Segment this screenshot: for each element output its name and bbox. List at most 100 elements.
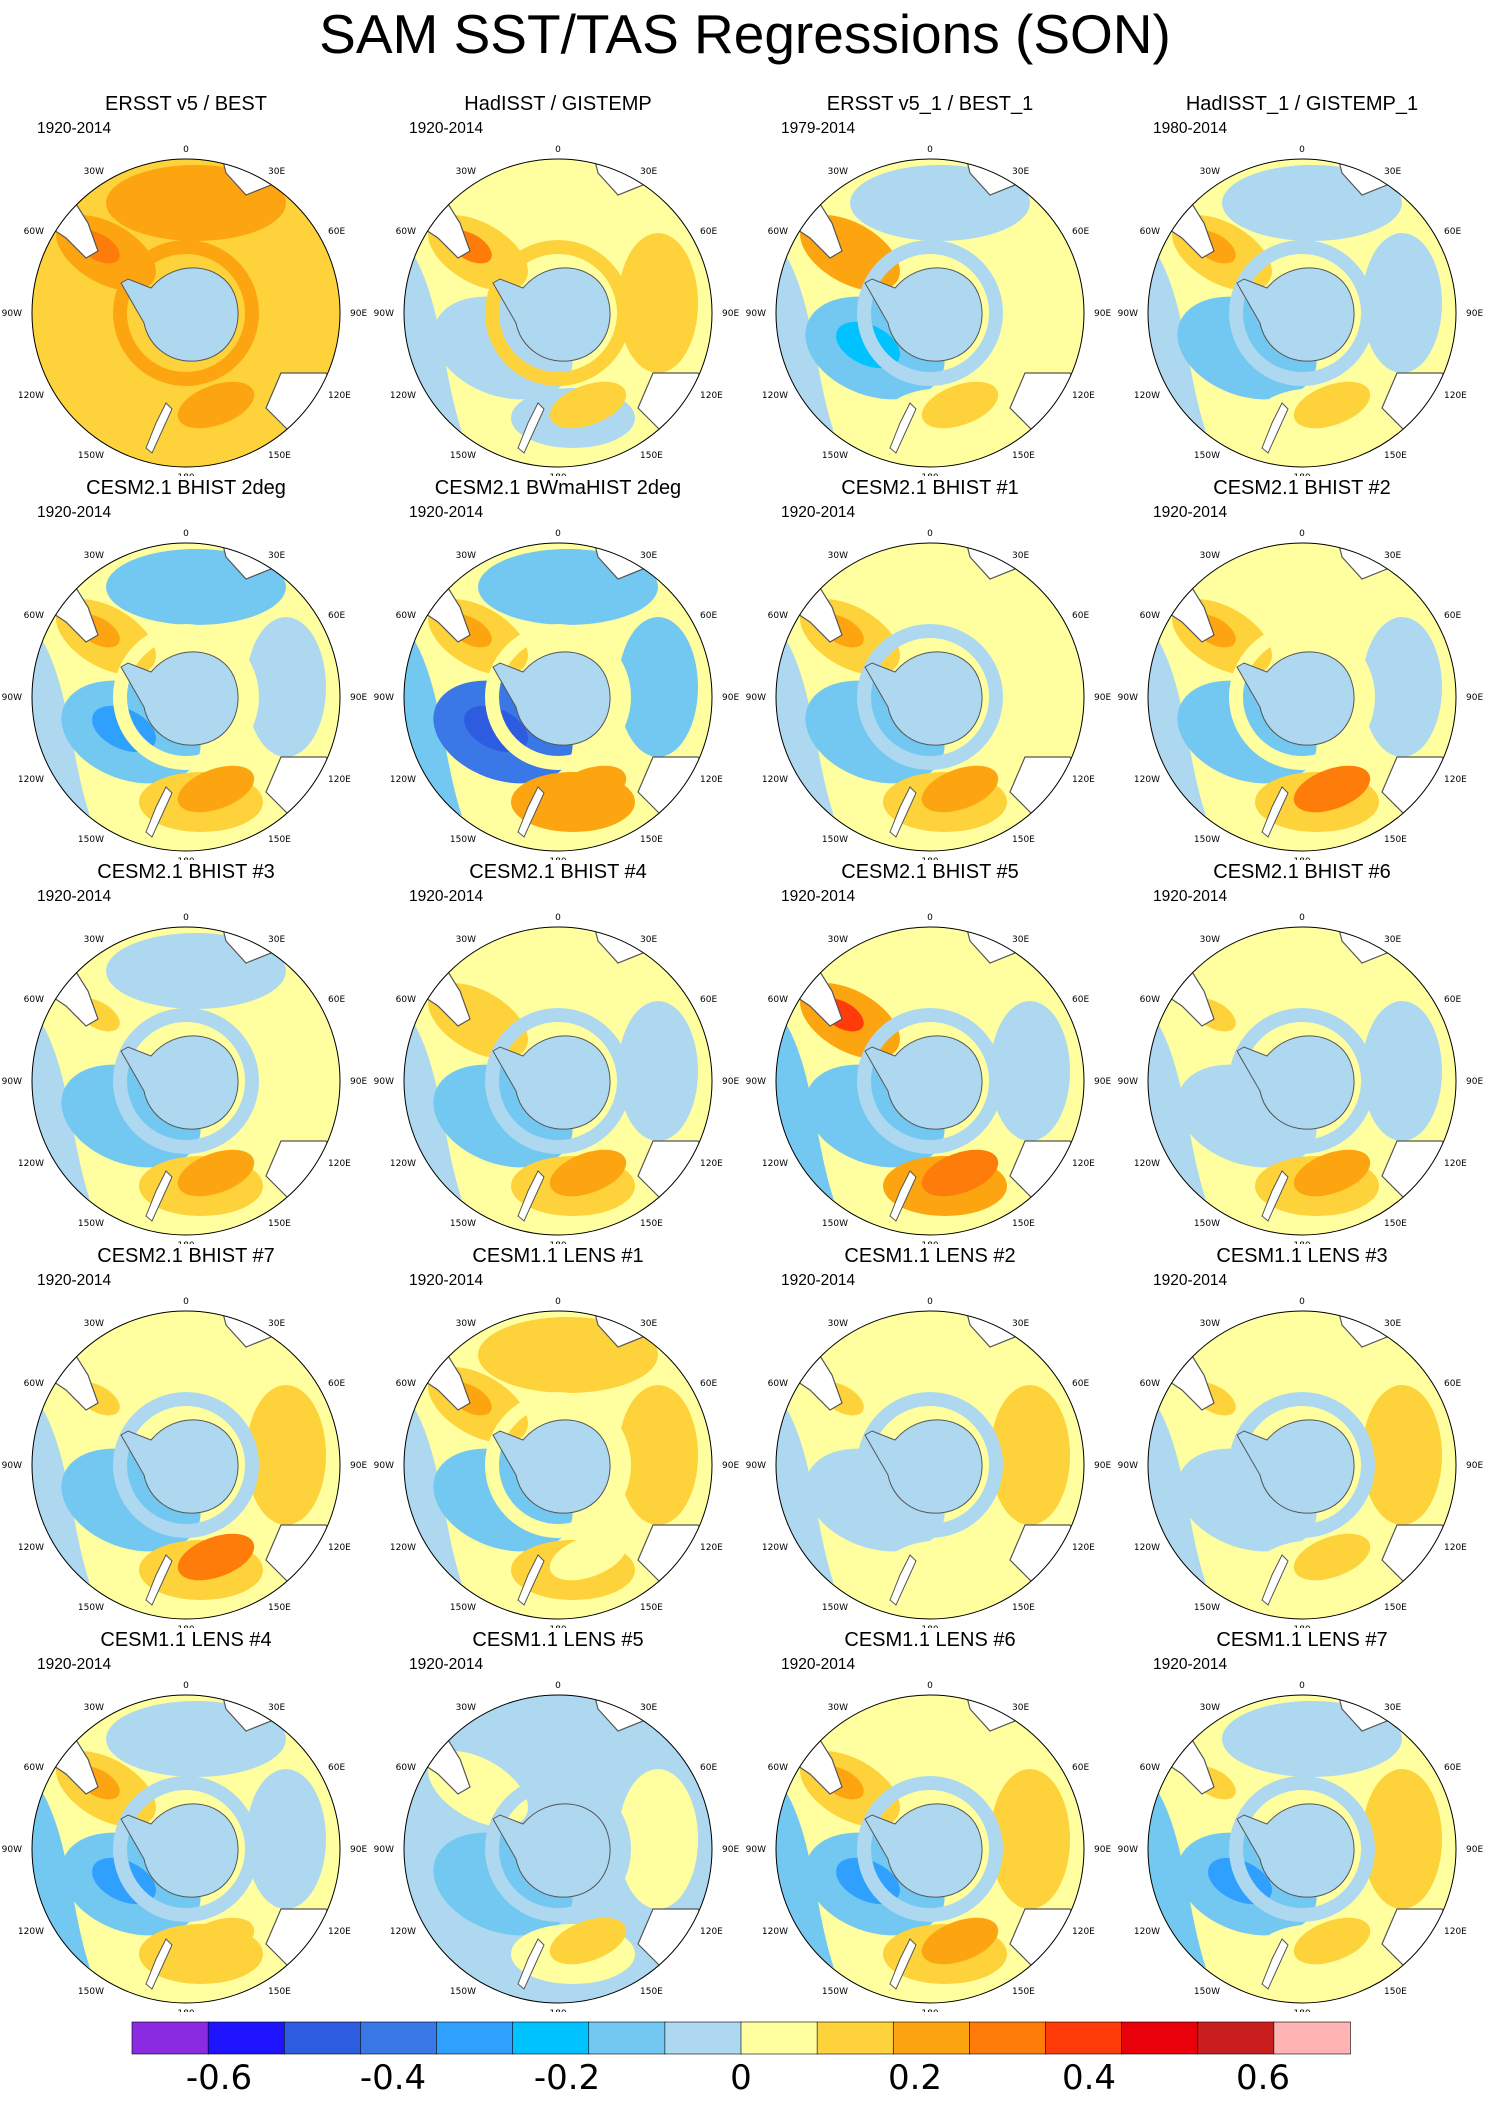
field-layer	[1148, 1695, 1456, 2003]
longitude-label: 120W	[762, 1159, 788, 1169]
longitude-label: 150W	[450, 835, 476, 845]
field-atlantic	[850, 1701, 1030, 1777]
colorbar-tick-label: 0.6	[1236, 2058, 1290, 2098]
field-australia	[549, 1533, 627, 1581]
longitude-label: 0	[1299, 913, 1305, 923]
panel-title: ERSST v5_1 / BEST_1	[826, 93, 1034, 115]
longitude-label: 150W	[822, 1603, 848, 1613]
map-panel: CESM2.1 BHIST #1 1920-2014 0 30E 60E 90E 120E 1…	[744, 476, 1116, 860]
field-layer	[776, 543, 1084, 851]
longitude-label: 60E	[1444, 1379, 1461, 1389]
field-circumpolar-ring	[113, 1776, 259, 1922]
field-layer	[1148, 159, 1456, 467]
field-australia	[1293, 1149, 1371, 1197]
longitude-label: 120E	[700, 1159, 723, 1169]
longitude-label: 30W	[456, 935, 476, 945]
field-layer	[776, 159, 1084, 467]
field-layer	[404, 1311, 712, 1619]
longitude-label: 150W	[822, 1219, 848, 1229]
antarctica	[120, 1419, 239, 1514]
longitude-label: 180	[1293, 857, 1310, 860]
panel-period: 1920-2014	[37, 504, 112, 521]
longitude-label: 0	[183, 1297, 189, 1307]
field-indian	[246, 233, 326, 373]
longitude-label: 150W	[78, 451, 104, 461]
map-border	[31, 926, 341, 1236]
longitude-label: 30E	[640, 1319, 657, 1329]
field-indian	[618, 233, 698, 373]
longitude-label: 150E	[1384, 1603, 1407, 1613]
panel-title: CESM1.1 LENS #6	[844, 1629, 1016, 1651]
longitude-label: 90W	[374, 693, 394, 703]
field-layer	[776, 1695, 1084, 2003]
longitude-label: 150W	[822, 1987, 848, 1997]
longitude-label: 60E	[700, 611, 717, 621]
field-west-edge	[404, 1404, 462, 1584]
field-australia	[921, 765, 999, 813]
field-west-edge	[1148, 252, 1206, 432]
colorbar-swatch	[1121, 2021, 1199, 2055]
field-layer	[1148, 1311, 1456, 1619]
field-circumpolar-ring	[485, 1776, 631, 1922]
polar-map: 0 30E 60E 90E 120E 150E 180 150W 120W 90W 60W 30W	[374, 913, 740, 1244]
longitude-label: 60W	[1140, 1379, 1160, 1389]
field-indian	[618, 617, 698, 757]
longitude-label: 60E	[1072, 611, 1089, 621]
longitude-label: 30W	[1200, 1319, 1220, 1329]
longitude-label: 120W	[18, 391, 44, 401]
field-atlantic	[1222, 165, 1402, 241]
field-atlantic	[850, 1317, 1030, 1393]
field-indian	[990, 617, 1070, 757]
field-circumpolar-ring	[857, 1392, 1003, 1538]
longitude-label: 180	[177, 1625, 194, 1628]
map-border	[31, 158, 341, 468]
field-west-edge	[1148, 1404, 1206, 1584]
longitude-label: 30E	[1384, 551, 1401, 561]
longitude-label: 30E	[1384, 1319, 1401, 1329]
longitude-label: 0	[555, 913, 561, 923]
longitude-label: 150W	[450, 1219, 476, 1229]
field-circumpolar-ring	[1229, 240, 1375, 386]
longitude-label: 30W	[1200, 935, 1220, 945]
longitude-label: 30W	[456, 167, 476, 177]
field-circumpolar-ring	[113, 1392, 259, 1538]
longitude-label: 150W	[1194, 451, 1220, 461]
antarctica	[864, 1035, 983, 1130]
field-atlantic	[478, 1701, 658, 1777]
colorbar-swatch	[892, 2021, 971, 2055]
map-panel: CESM2.1 BHIST #6 1920-2014 0 30E 60E 90E 120E 1…	[1116, 860, 1488, 1244]
panel-period: 1920-2014	[781, 1272, 856, 1289]
longitude-label: 120E	[700, 775, 723, 785]
longitude-label: 120E	[700, 1543, 723, 1553]
field-australia	[549, 1917, 627, 1965]
longitude-label: 150W	[1194, 1603, 1220, 1613]
panel-title: ERSST v5 / BEST	[105, 93, 267, 115]
longitude-label: 60E	[328, 995, 345, 1005]
longitude-label: 150W	[450, 1603, 476, 1613]
longitude-label: 90W	[746, 309, 766, 319]
longitude-label: 30W	[84, 1703, 104, 1713]
polar-map: 0 30E 60E 90E 120E 150E 180 150W 120W 90W 60W 30W	[374, 1297, 740, 1628]
longitude-label: 150E	[640, 1603, 663, 1613]
longitude-label: 60W	[396, 611, 416, 621]
longitude-label: 60E	[700, 227, 717, 237]
field-circumpolar-ring	[857, 1008, 1003, 1154]
longitude-label: 150E	[1012, 1987, 1035, 1997]
field-indian	[990, 233, 1070, 373]
longitude-label: 90E	[722, 1461, 739, 1471]
field-indian	[618, 1001, 698, 1141]
longitude-label: 90W	[1118, 309, 1138, 319]
polar-map: 0 30E 60E 90E 120E 150E 180 150W 120W 90W 60W 30W	[2, 1297, 368, 1628]
australia-coast	[265, 1524, 340, 1616]
field-atlantic	[478, 1317, 658, 1393]
longitude-label: 30W	[1200, 1703, 1220, 1713]
panel-period: 1920-2014	[1153, 888, 1228, 905]
map-panel: CESM2.1 BHIST #4 1920-2014 0 30E 60E 90E 120E 1…	[372, 860, 744, 1244]
longitude-label: 30E	[268, 167, 285, 177]
panel-title: CESM1.1 LENS #7	[1216, 1629, 1388, 1651]
longitude-label: 60E	[1072, 1379, 1089, 1389]
map-border	[1147, 542, 1457, 852]
longitude-label: 60W	[1140, 995, 1160, 1005]
australia-coast	[637, 1140, 712, 1232]
antarctica	[1236, 1419, 1355, 1514]
